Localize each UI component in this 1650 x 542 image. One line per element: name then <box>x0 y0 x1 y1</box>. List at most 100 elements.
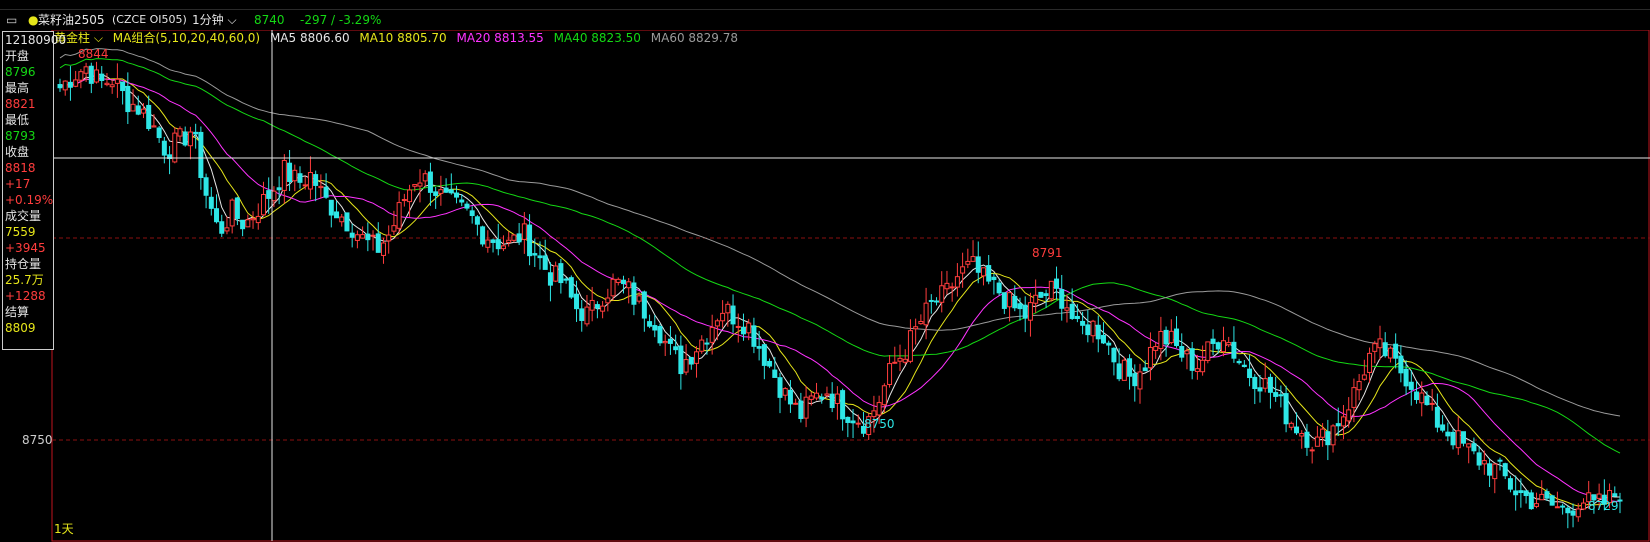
candle-body <box>1513 490 1519 496</box>
candle-body <box>380 242 386 256</box>
candle-body <box>1220 340 1226 353</box>
candle-body <box>980 267 986 277</box>
info-open-label: 开盘 <box>5 49 30 63</box>
candle-body <box>740 326 746 335</box>
candle-body <box>1012 295 1018 309</box>
candle-body <box>1027 302 1033 321</box>
symbol-name[interactable]: 菜籽油2505 <box>38 13 105 27</box>
candle-body <box>636 295 642 302</box>
candle-body <box>1601 494 1607 505</box>
candle-body <box>1518 490 1524 494</box>
candle-body <box>521 223 527 240</box>
candle-body <box>1471 443 1477 452</box>
candle-body <box>928 299 934 302</box>
price-chart[interactable]: 8750 8844 8791 8750 8729 <box>0 30 1650 542</box>
candle-body <box>756 346 762 349</box>
candle-body <box>1241 364 1247 368</box>
candle-body <box>657 326 663 344</box>
candle-body <box>1351 387 1357 408</box>
candle-body <box>427 171 433 193</box>
candle-body <box>871 410 877 418</box>
candle-body <box>1283 393 1289 425</box>
candle-body <box>459 199 465 203</box>
candle-body <box>1252 376 1258 390</box>
candle-body <box>694 351 700 364</box>
interval-selector[interactable]: 1分钟 ⌵ <box>192 10 237 30</box>
candle-body <box>448 189 454 194</box>
candle-body <box>250 218 256 221</box>
candle-body <box>1340 416 1346 427</box>
interval-label: 1分钟 <box>192 13 224 27</box>
candle-body <box>78 71 84 81</box>
candle-body <box>761 344 767 366</box>
candle-body <box>99 73 105 81</box>
info-oi-change: +1288 <box>5 289 46 303</box>
candle-body <box>307 171 313 190</box>
candle-body <box>934 300 940 303</box>
candle-body <box>401 199 407 202</box>
candle-body <box>584 306 590 325</box>
candle-body <box>73 79 79 87</box>
candle-body <box>1137 371 1143 390</box>
candle-body <box>1001 292 1007 309</box>
candle-body <box>1038 291 1044 298</box>
indicator-selector[interactable]: 黄金柱 ⌵ <box>54 31 103 45</box>
candle-body <box>1330 425 1336 446</box>
chart-header: ▭ ● 菜籽油2505 (CZCE OI505) 1分钟 ⌵ 8740 -297… <box>0 10 1650 30</box>
candle-body <box>1017 303 1023 310</box>
candle-body <box>641 291 647 319</box>
candle-body <box>161 140 167 156</box>
annotation-low-8729: 8729 <box>1588 499 1619 513</box>
candle-body <box>688 356 694 365</box>
candle-body <box>1267 376 1273 393</box>
candle-body <box>1304 431 1310 448</box>
candle-body <box>1022 304 1028 319</box>
info-high-label: 最高 <box>5 81 30 95</box>
candle-body <box>375 233 381 253</box>
candle-body <box>198 131 204 178</box>
candle-body <box>1054 278 1060 289</box>
candle-body <box>407 189 413 203</box>
candle-body <box>678 345 684 375</box>
candle-body <box>704 342 710 345</box>
candle-body <box>954 276 960 288</box>
candle-body <box>1158 330 1164 350</box>
candle-body <box>386 234 392 242</box>
candle-body <box>605 297 611 304</box>
candle-body <box>67 81 73 88</box>
candle-body <box>1111 347 1117 363</box>
info-high: 8821 <box>5 97 36 111</box>
info-volume-change: +3945 <box>5 241 46 255</box>
candle-body <box>464 203 470 209</box>
candle-body <box>1414 391 1420 401</box>
candle-body <box>1174 328 1180 347</box>
candle-body <box>302 184 308 187</box>
info-oi-label: 持仓量 <box>5 257 42 271</box>
candle-body <box>960 266 966 274</box>
candle-body <box>208 196 214 209</box>
candle-body <box>1377 338 1383 349</box>
candle-body <box>923 302 929 326</box>
candle-body <box>1455 430 1461 449</box>
candle-body <box>1273 392 1279 397</box>
candle-body <box>62 80 68 91</box>
candle-body <box>553 265 559 282</box>
candle-body <box>422 173 428 182</box>
candle-body <box>975 256 981 273</box>
candle-body <box>203 177 209 196</box>
candle-body <box>615 278 621 283</box>
candle-body <box>829 393 835 409</box>
candle-body <box>532 253 538 256</box>
candle-body <box>454 192 460 198</box>
candle-body <box>699 339 705 352</box>
info-low-label: 最低 <box>5 113 30 127</box>
chevron-down-icon: ⌵ <box>223 13 237 27</box>
ma-group-label[interactable]: MA组合(5,10,20,40,60,0) <box>112 31 261 45</box>
window-icon[interactable]: ▭ <box>6 13 18 27</box>
ma10-value: MA10 8805.70 <box>359 31 447 45</box>
candle-body <box>1393 343 1399 359</box>
y-tick-8750: 8750 <box>22 433 53 447</box>
candle-body <box>485 239 491 248</box>
period-label[interactable]: 1天 <box>54 522 74 536</box>
candle-body <box>1335 423 1341 427</box>
